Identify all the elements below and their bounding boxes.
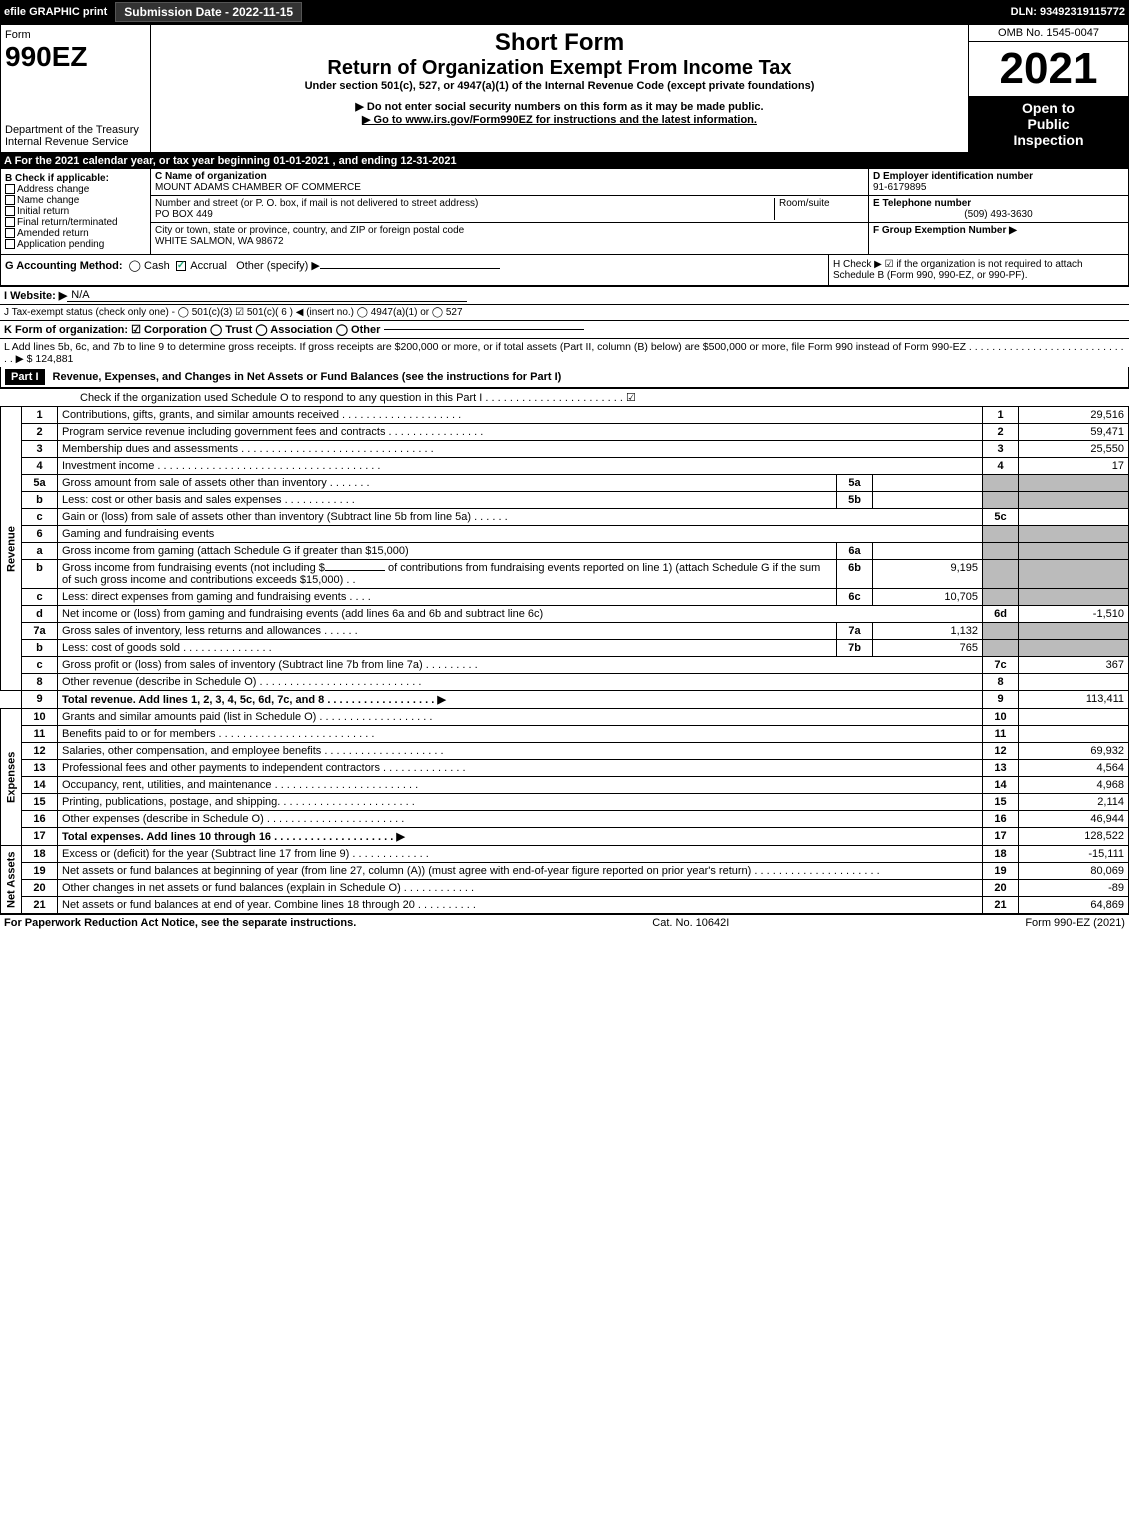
- subtitle: Under section 501(c), 527, or 4947(a)(1)…: [155, 80, 964, 92]
- footer-right: Form 990-EZ (2021): [1025, 917, 1125, 929]
- submission-date-button[interactable]: Submission Date - 2022-11-15: [115, 2, 302, 22]
- checkbox-final-return[interactable]: [5, 217, 15, 227]
- footer-left: For Paperwork Reduction Act Notice, see …: [4, 917, 356, 929]
- b-label: B Check if applicable:: [5, 173, 146, 184]
- checkbox-address-change[interactable]: [5, 184, 15, 194]
- g-accounting-method: G Accounting Method: ◯ Cash Accrual Othe…: [1, 255, 828, 285]
- tax-year: 2021: [969, 42, 1128, 96]
- city-label: City or town, state or province, country…: [155, 225, 864, 236]
- top-bar: efile GRAPHIC print Submission Date - 20…: [0, 0, 1129, 24]
- part-i-header: Part I Revenue, Expenses, and Changes in…: [0, 367, 1129, 388]
- netassets-vlabel: Net Assets: [1, 846, 22, 914]
- room-label: Room/suite: [779, 198, 864, 209]
- footer-mid: Cat. No. 10642I: [652, 917, 729, 929]
- dept-irs: Internal Revenue Service: [5, 136, 146, 148]
- d-ein-label: D Employer identification number: [873, 171, 1124, 182]
- i-website: I Website: ▶ N/A: [0, 286, 1129, 304]
- checkbox-application-pending[interactable]: [5, 239, 15, 249]
- org-name: MOUNT ADAMS CHAMBER OF COMMERCE: [155, 182, 864, 193]
- h-schedule-b: H Check ▶ ☑ if the organization is not r…: [828, 255, 1128, 285]
- short-form-title: Short Form: [155, 29, 964, 57]
- page-footer: For Paperwork Reduction Act Notice, see …: [0, 914, 1129, 931]
- form-number: 990EZ: [5, 41, 146, 73]
- goto-link[interactable]: ▶ Go to www.irs.gov/Form990EZ for instru…: [155, 113, 964, 126]
- city-value: WHITE SALMON, WA 98672: [155, 236, 864, 247]
- form-header: Form 990EZ Department of the Treasury In…: [0, 24, 1129, 153]
- checkbox-amended-return[interactable]: [5, 228, 15, 238]
- e-phone-label: E Telephone number: [873, 198, 1124, 209]
- dept-treasury: Department of the Treasury: [5, 124, 146, 136]
- l-gross-receipts: L Add lines 5b, 6c, and 7b to line 9 to …: [0, 338, 1129, 367]
- return-title: Return of Organization Exempt From Incom…: [155, 57, 964, 80]
- j-tax-exempt: J Tax-exempt status (check only one) - ◯…: [0, 304, 1129, 320]
- e-phone-value: (509) 493-3630: [873, 209, 1124, 220]
- checkbox-initial-return[interactable]: [5, 206, 15, 216]
- ssn-warning: ▶ Do not enter social security numbers o…: [155, 100, 964, 113]
- revenue-vlabel: Revenue: [1, 407, 22, 691]
- checkbox-accrual[interactable]: [176, 261, 186, 271]
- section-b-through-f: B Check if applicable: Address change Na…: [0, 169, 1129, 255]
- c-name-label: C Name of organization: [155, 171, 864, 182]
- form-word: Form: [5, 29, 146, 41]
- d-ein-value: 91-6179895: [873, 182, 1124, 193]
- expenses-vlabel: Expenses: [1, 709, 22, 846]
- revenue-table: Revenue 1Contributions, gifts, grants, a…: [0, 406, 1129, 914]
- checkbox-name-change[interactable]: [5, 195, 15, 205]
- omb-number: OMB No. 1545-0047: [969, 25, 1128, 42]
- k-form-org: K Form of organization: ☑ Corporation ◯ …: [0, 320, 1129, 338]
- dln-label: DLN: 93492319115772: [1011, 6, 1125, 18]
- open-to-public-box: Open to Public Inspection: [969, 96, 1128, 152]
- part-i-check: Check if the organization used Schedule …: [0, 388, 1129, 406]
- website-value: N/A: [67, 289, 467, 302]
- efile-label: efile GRAPHIC print: [4, 6, 107, 18]
- row-a-tax-year: A For the 2021 calendar year, or tax yea…: [0, 153, 1129, 169]
- street-value: PO BOX 449: [155, 209, 774, 220]
- street-label: Number and street (or P. O. box, if mail…: [155, 198, 774, 209]
- f-group-label: F Group Exemption Number ▶: [873, 225, 1124, 236]
